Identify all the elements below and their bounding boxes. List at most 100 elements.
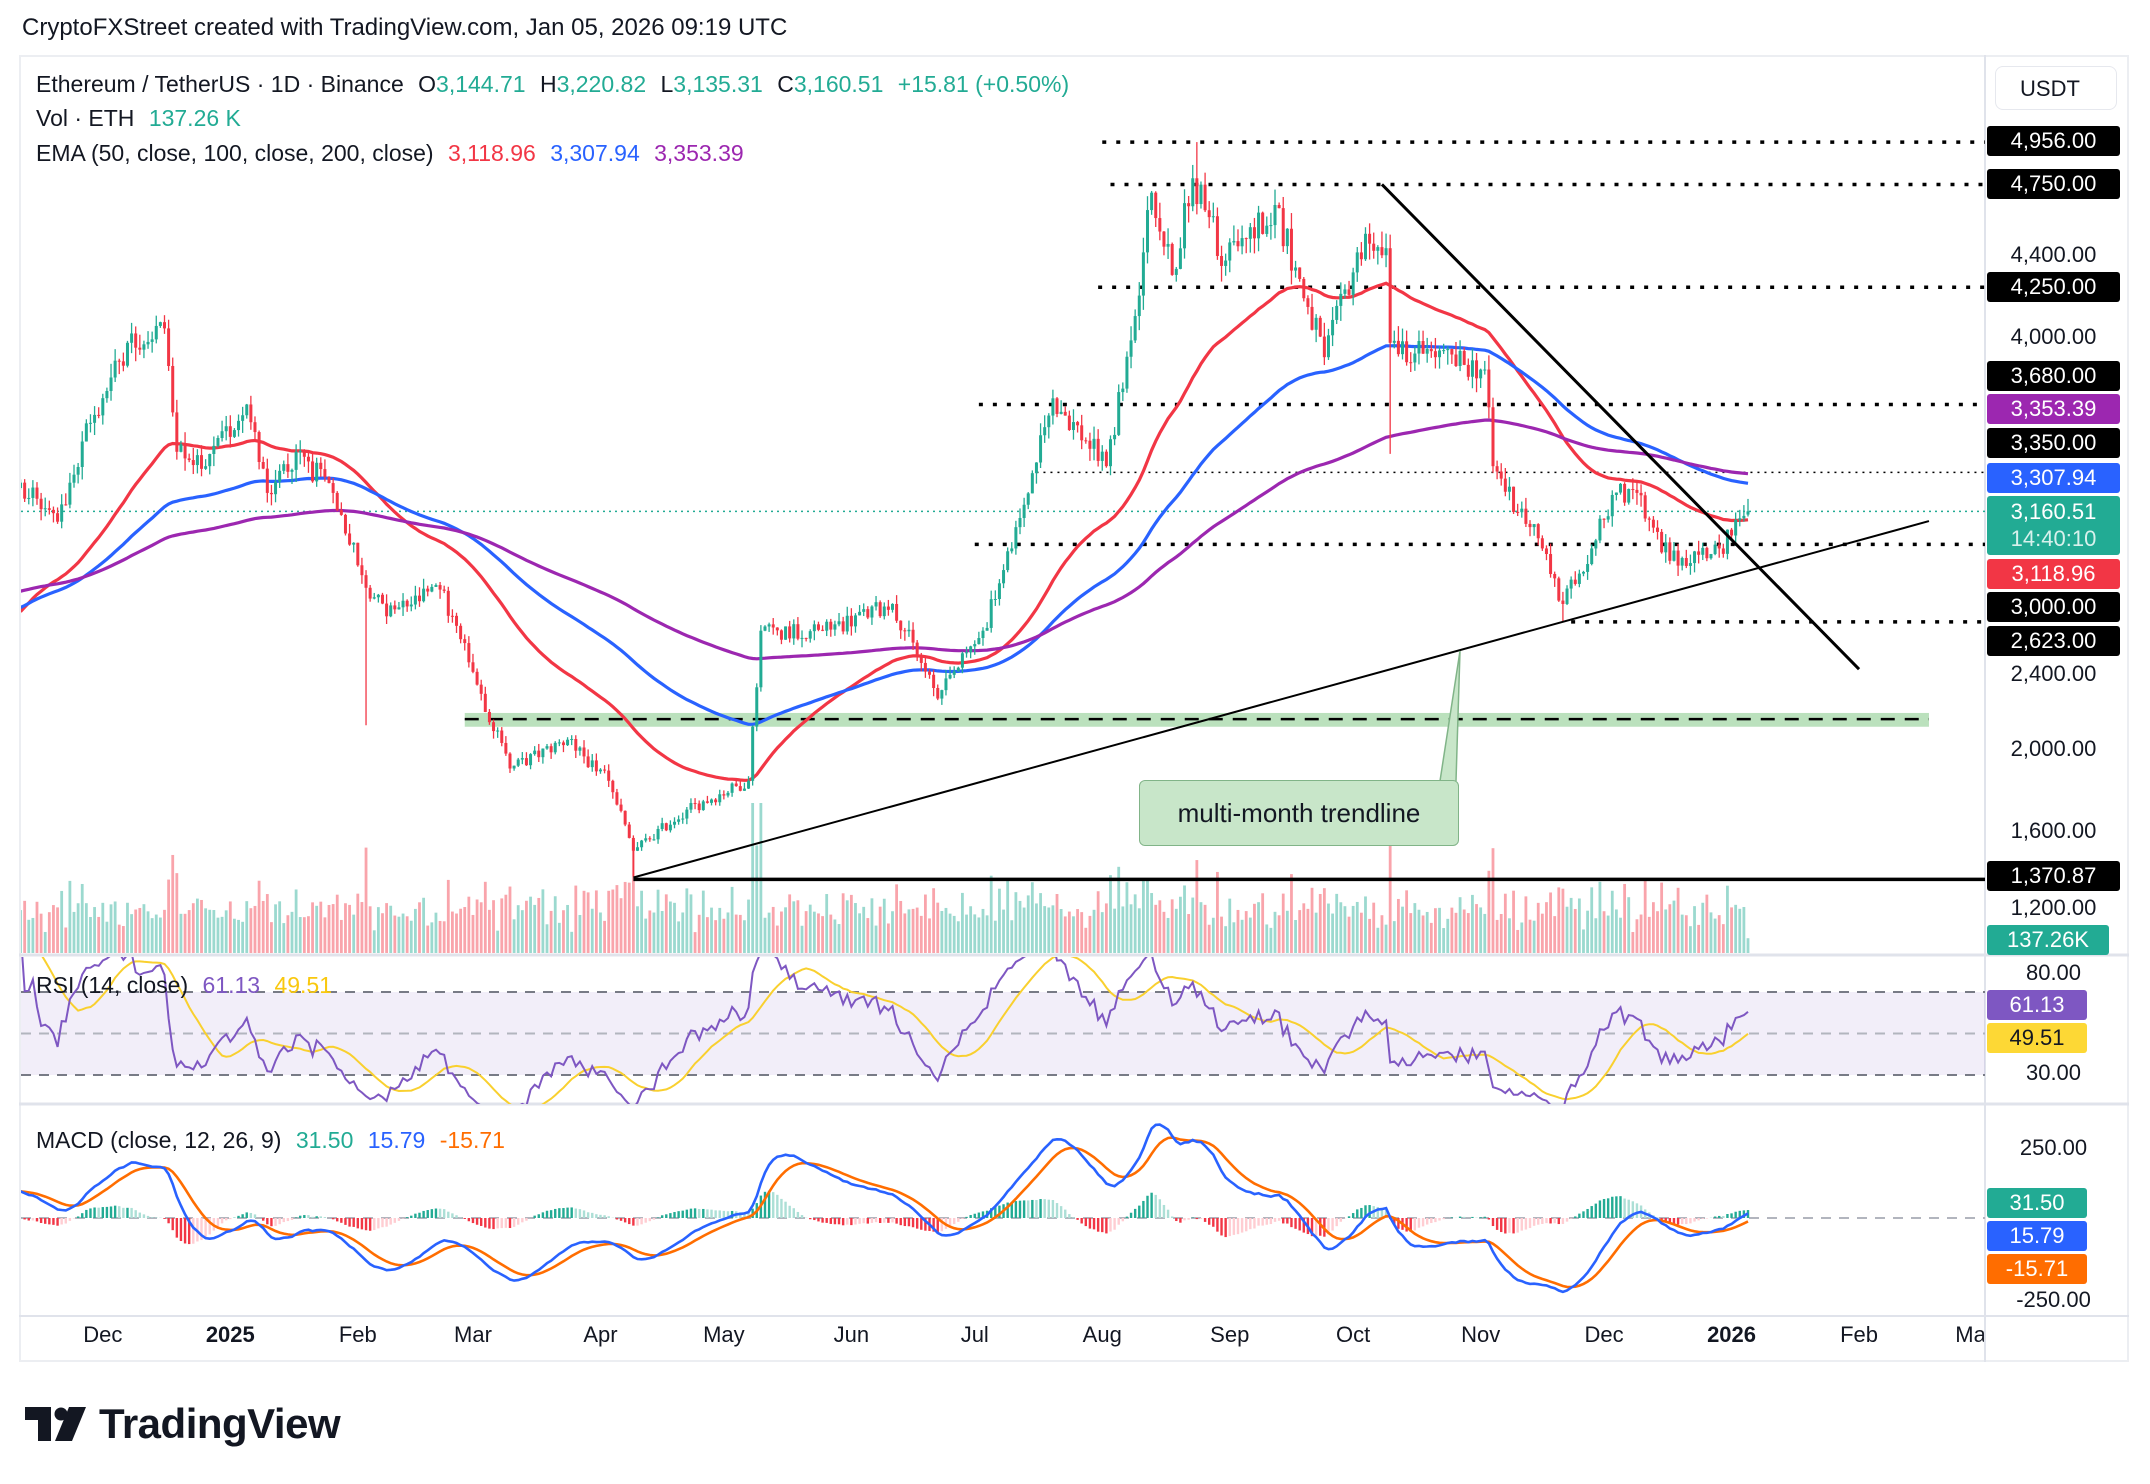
ema50-axis-label: 3,118.96	[1987, 559, 2120, 589]
candle	[1532, 524, 1536, 536]
candle-body	[261, 461, 265, 469]
candle-body	[237, 420, 241, 431]
volume-bar	[1310, 887, 1314, 953]
candle-body	[282, 464, 286, 471]
volume-bar	[389, 905, 393, 953]
rsi-ma-axis-label: 49.51	[1987, 1023, 2087, 1053]
candle-body	[1265, 225, 1269, 234]
rsi-legend[interactable]: RSI (14, close) 61.13 49.51	[36, 972, 340, 999]
volume-bar	[1701, 902, 1705, 953]
candle	[1351, 267, 1355, 306]
macd-hist-bar	[796, 1211, 800, 1218]
candle-body	[385, 603, 389, 617]
volume-bar	[1713, 918, 1717, 953]
candle-body	[1108, 439, 1112, 467]
volume-bar	[134, 909, 138, 953]
candle-body	[940, 690, 944, 699]
macd-hist-bar	[1162, 1204, 1166, 1218]
ema-legend[interactable]: EMA (50, close, 100, close, 200, close) …	[36, 140, 752, 167]
macd-hist-bar	[1405, 1218, 1408, 1232]
candle-body	[985, 627, 989, 631]
volume-bar	[1228, 898, 1232, 953]
candle-body	[1388, 248, 1392, 343]
volume-bar	[1458, 897, 1462, 953]
candle	[274, 469, 278, 503]
macd-hist-bar	[315, 1216, 318, 1218]
currency-button[interactable]: USDT	[1995, 66, 2117, 110]
macd-hist-bar	[208, 1218, 211, 1235]
macd-hist-bar	[1347, 1216, 1351, 1218]
candle	[1121, 382, 1125, 402]
support-zone[interactable]	[464, 712, 1929, 727]
candle	[343, 513, 347, 536]
candle	[1306, 295, 1310, 315]
trendline-callout[interactable]: multi-month trendline	[1139, 780, 1459, 846]
candle	[1618, 482, 1622, 495]
macd-hist-bar	[615, 1218, 619, 1220]
candle	[1289, 213, 1293, 285]
candle	[1215, 207, 1219, 260]
trendlines[interactable]	[633, 183, 1930, 879]
candle-body	[138, 347, 142, 350]
macd-hist-bar	[517, 1218, 520, 1225]
candle-body	[1289, 228, 1293, 271]
volume-bar	[1104, 903, 1108, 953]
candle-body	[372, 597, 376, 599]
candle	[952, 666, 956, 679]
volume-bar	[529, 896, 532, 953]
time-axis-label: Aug	[1082, 1322, 1122, 1347]
candle-body	[1742, 515, 1746, 519]
candle	[1059, 400, 1063, 415]
candle-body	[249, 404, 253, 423]
macd-hist-bar	[319, 1216, 322, 1218]
volume-bar	[1730, 907, 1733, 953]
candle	[1594, 538, 1598, 556]
macd-legend[interactable]: MACD (close, 12, 26, 9) 31.50 15.79 -15.…	[36, 1127, 513, 1154]
volume-bar	[1475, 904, 1478, 953]
candle	[582, 740, 586, 764]
candle	[162, 315, 166, 334]
macd-hist-bar	[216, 1218, 220, 1227]
candle-body	[1187, 203, 1191, 207]
macd-hist-bar	[1166, 1209, 1170, 1218]
candle	[483, 686, 487, 713]
macd-hist-bar	[1656, 1217, 1659, 1218]
candle	[1475, 353, 1479, 393]
volume-bar	[714, 920, 718, 953]
candle	[1104, 449, 1108, 468]
candle-body	[1298, 267, 1302, 279]
candle-body	[56, 513, 60, 522]
macd-hist-bar	[973, 1213, 976, 1218]
volume-bar	[348, 904, 351, 953]
candle-body	[1450, 349, 1454, 355]
candle	[948, 666, 952, 680]
volume-bar	[833, 919, 837, 953]
volume-bar	[1220, 916, 1223, 953]
symbol-legend[interactable]: Ethereum / TetherUS · 1D · Binance O3,14…	[36, 71, 1077, 98]
candle-body	[1034, 462, 1038, 474]
volume-legend[interactable]: Vol · ETH 137.26 K	[36, 105, 249, 132]
volume-bar	[459, 908, 463, 953]
macd-hist-bar	[311, 1216, 314, 1218]
tradingview-logo[interactable]: TradingView	[25, 1400, 341, 1448]
macd-hist-bar	[595, 1214, 598, 1218]
candle	[1458, 340, 1462, 372]
macd-hist-bar	[1425, 1218, 1429, 1225]
candle-body	[1150, 192, 1154, 211]
candle-body	[1503, 478, 1507, 492]
volume-bar	[430, 922, 434, 953]
candle	[537, 743, 541, 763]
candle	[549, 743, 553, 759]
candle-body	[1672, 550, 1676, 561]
candle	[1088, 432, 1092, 461]
candle-body	[339, 510, 343, 515]
macd-hist-bar	[467, 1218, 471, 1222]
candle-body	[348, 533, 352, 545]
macd-hist-bar	[1397, 1218, 1400, 1229]
volume-bar	[1154, 904, 1158, 953]
volume-bar	[183, 913, 187, 953]
candle-body	[1059, 411, 1063, 414]
candle	[257, 430, 261, 470]
macd-hist-bar	[459, 1217, 462, 1218]
